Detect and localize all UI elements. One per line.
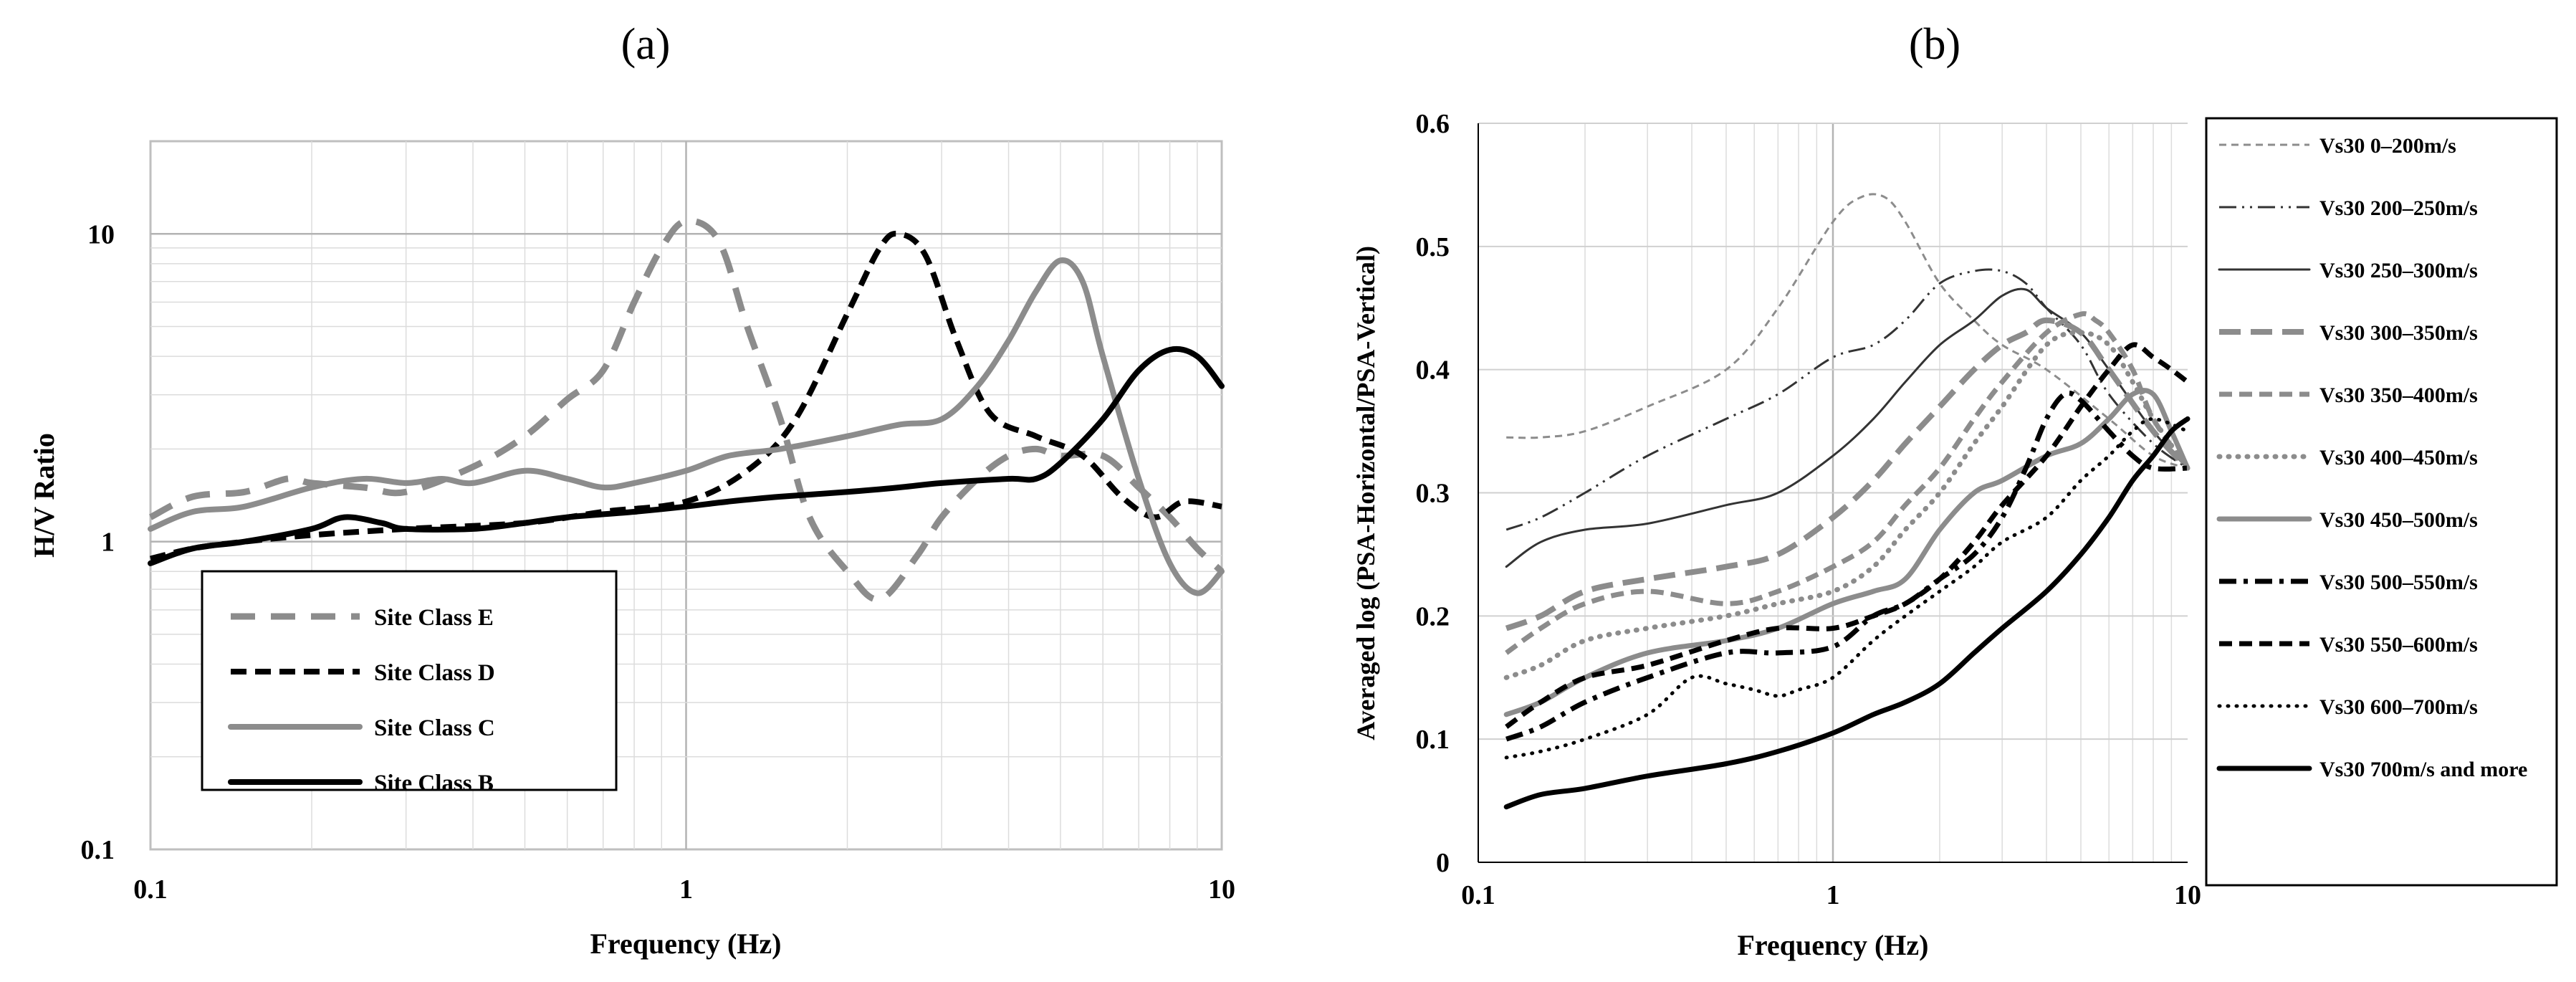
panel-a-label: (a) — [621, 20, 671, 69]
panel-a: (a) 0.1 1 10 0.1 1 10 Frequency (Hz) H/V Rat… — [28, 20, 1235, 960]
panel-a-series-site-class-c — [148, 257, 1225, 596]
panel-b-series — [1503, 193, 2190, 810]
panel-b-x-tick-label: 1 — [1826, 880, 1840, 910]
panel-b-legend-label: Vs30 350–400m/s — [2319, 383, 2478, 407]
panel-b-legend: Vs30 0–200m/s Vs30 200–250m/s Vs30 250–300… — [2216, 134, 2527, 781]
panel-b-series-vs30-400-450m-s — [1503, 330, 2190, 680]
panel-b-legend-box — [2205, 117, 2558, 887]
panel-a-y-tick-label: 0.1 — [81, 835, 115, 865]
panel-b-legend-label: Vs30 0–200m/s — [2319, 134, 2456, 158]
panel-b-series-vs30-600-700m-s — [1504, 416, 2190, 760]
panel-a-x-axis-title: Frequency (Hz) — [590, 928, 782, 960]
panel-b-y-tick-label: 0.2 — [1416, 601, 1450, 631]
panel-b-legend-label: Vs30 300–350m/s — [2319, 321, 2478, 345]
panel-a-series — [148, 217, 1225, 603]
panel-b-legend-label: Vs30 200–250m/s — [2319, 196, 2478, 220]
panel-a-legend-box — [201, 570, 618, 791]
panel-b-y-tick-label: 0.4 — [1416, 356, 1450, 386]
panel-a-y-tick-label: 1 — [101, 528, 115, 558]
panel-a-series-site-class-d — [150, 230, 1222, 562]
panel-b-series-vs30-200-250m-s — [1505, 268, 2188, 531]
panel-b-legend-label: Vs30 700m/s and more — [2319, 758, 2527, 781]
panel-b-series-vs30-350-400m-s — [1505, 311, 2190, 655]
panel-b-y-axis-title: Averaged log (PSA-Horizontal/PSA-Vertica… — [1351, 246, 1380, 740]
panel-b-y-ticks: 0 0.1 0.2 0.3 0.4 0.5 0.6 — [1416, 109, 1450, 878]
panel-b-series-vs30-450-500m-s — [1503, 388, 2190, 718]
panel-b-series-vs30-250-300m-s — [1505, 287, 2189, 568]
panel-a-legend-label: Site Class D — [374, 660, 495, 686]
panel-b-x-tick-label: 0.1 — [1461, 880, 1495, 910]
panel-a-y-ticks: 0.1 1 10 — [81, 219, 115, 865]
panel-a-legend-label: Site Class E — [374, 605, 494, 631]
panel-b-y-tick-label: 0 — [1436, 848, 1450, 878]
panel-b-legend-label: Vs30 250–300m/s — [2319, 259, 2478, 282]
panel-b-y-tick-label: 0.3 — [1416, 479, 1450, 509]
panel-b-y-tick-label: 0.6 — [1416, 109, 1450, 139]
panel-b-label: (b) — [1909, 20, 1960, 69]
panel-a-series-site-class-b — [148, 345, 1225, 566]
panel-b-legend-label: Vs30 550–600m/s — [2319, 633, 2478, 657]
panel-b-x-ticks: 0.1 1 10 — [1461, 880, 2201, 910]
panel-b-series-vs30-550-600m-s — [1505, 342, 2190, 729]
panel-b-series-vs30-700m-s-and-more — [1503, 416, 2190, 810]
panel-b-x-tick-label: 10 — [2174, 880, 2201, 910]
panel-b-legend-label: Vs30 400–450m/s — [2319, 446, 2478, 469]
panel-a-legend: Site Class E Site Class D Site Class C Site… — [228, 605, 495, 796]
panel-a-x-ticks: 0.1 1 10 — [133, 874, 1235, 905]
panel-a-x-tick-label: 0.1 — [133, 874, 168, 905]
panel-b-grid — [1478, 123, 2188, 862]
panel-b-legend-label: Vs30 500–550m/s — [2319, 571, 2478, 594]
panel-a-legend-label: Site Class B — [374, 771, 494, 796]
panel-a-y-tick-label: 10 — [87, 219, 115, 249]
panel-b: (b) 0 0.1 0.2 0.3 0.4 0.5 0.6 0.1 1 10 Frequency… — [1351, 20, 2558, 961]
panel-b-legend-label: Vs30 600–700m/s — [2319, 695, 2478, 719]
panel-b-y-tick-label: 0.1 — [1416, 725, 1450, 755]
panel-a-legend-label: Site Class C — [374, 715, 495, 741]
panel-a-x-tick-label: 10 — [1208, 874, 1235, 905]
panel-b-y-tick-label: 0.5 — [1416, 232, 1450, 262]
panel-a-y-axis-title: H/V Ratio — [28, 433, 60, 558]
panel-b-x-axis-title: Frequency (Hz) — [1738, 929, 1929, 961]
panel-b-series-vs30-300-350m-s — [1505, 317, 2190, 631]
panel-a-x-tick-label: 1 — [679, 874, 693, 905]
panel-b-series-vs30-0-200m-s — [1506, 193, 2188, 469]
panel-b-legend-label: Vs30 450–500m/s — [2319, 508, 2478, 532]
